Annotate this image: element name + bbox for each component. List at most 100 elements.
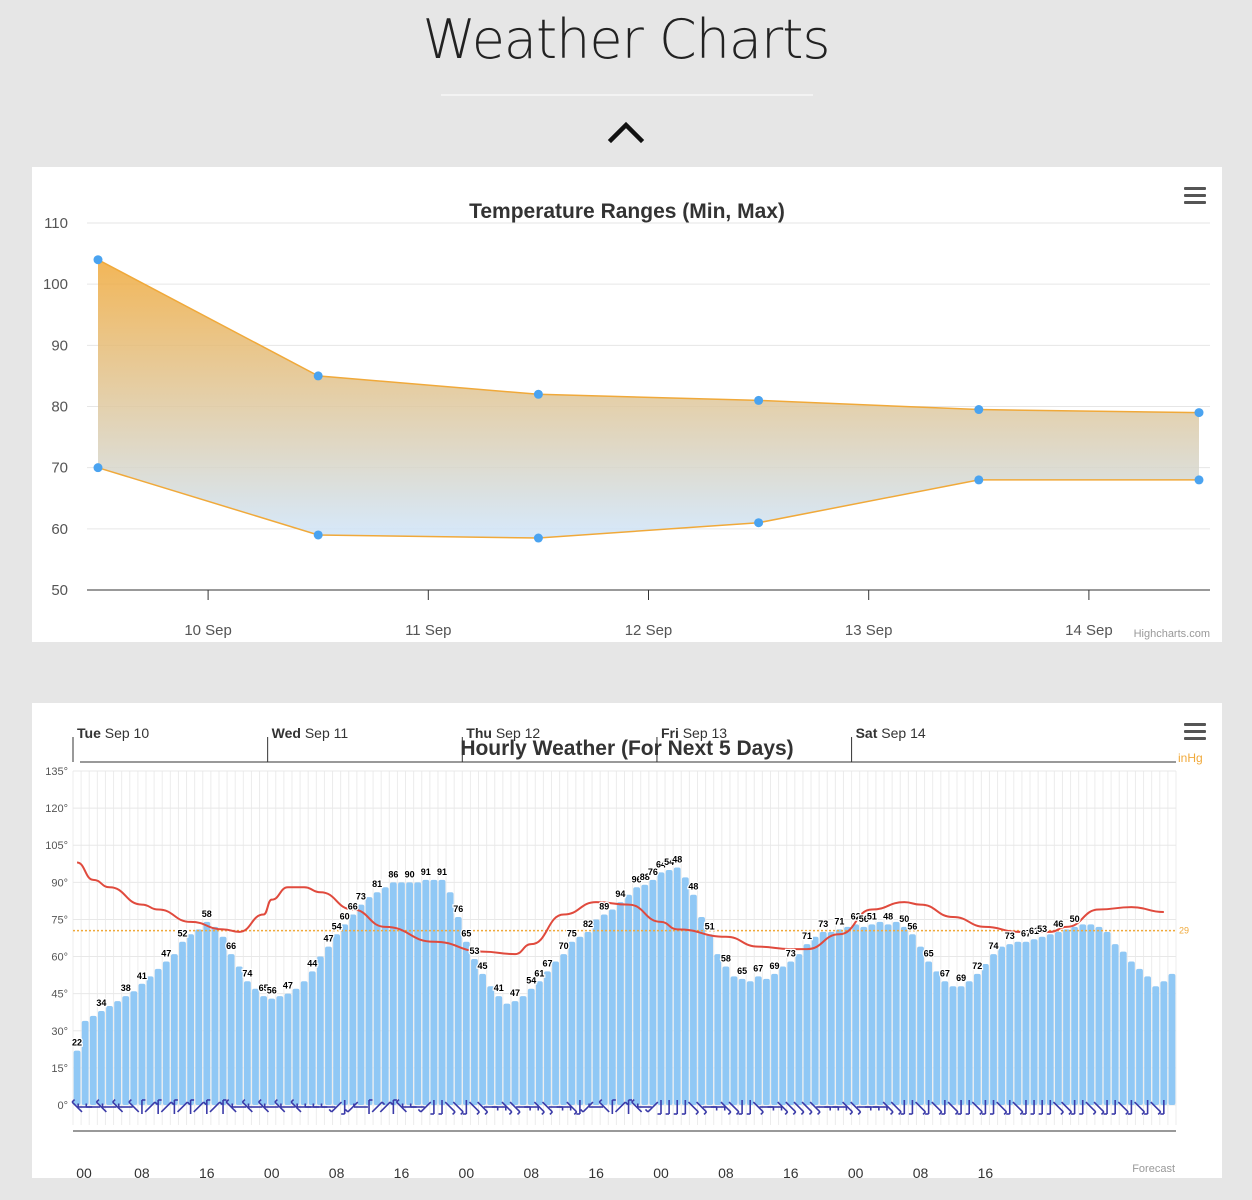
pressure-line bbox=[76, 861, 1164, 956]
x-tick-label: 13 Sep bbox=[845, 622, 893, 639]
temperature-bar bbox=[698, 916, 705, 1105]
temperature-bar bbox=[900, 926, 908, 1105]
chart-menu-icon[interactable] bbox=[1184, 187, 1206, 205]
wind-barb-icon bbox=[931, 1101, 943, 1115]
temperature-bar bbox=[673, 867, 681, 1105]
temperature-bar bbox=[1071, 926, 1079, 1105]
temperature-bar bbox=[836, 929, 843, 1105]
temperature-bar bbox=[511, 1001, 519, 1105]
temperature-bar bbox=[235, 966, 243, 1105]
temperature-bar bbox=[706, 934, 714, 1105]
wind-barb-icon bbox=[657, 1100, 662, 1115]
data-point bbox=[754, 395, 764, 405]
hour-tick-label: 08 bbox=[329, 1165, 345, 1178]
temperature-data-label: 62 bbox=[851, 911, 861, 921]
wind-barb-icon bbox=[832, 1106, 848, 1111]
wind-barb-icon bbox=[501, 1101, 513, 1115]
wind-barb-icon bbox=[996, 1101, 1008, 1115]
wind-barb-icon bbox=[890, 1101, 902, 1115]
temperature-bar bbox=[779, 966, 787, 1105]
temperature-bar bbox=[195, 929, 203, 1105]
temperature-bar bbox=[787, 961, 795, 1105]
wind-barb-icon bbox=[738, 1100, 743, 1115]
y-tick-label: 75° bbox=[51, 914, 68, 926]
temperature-data-label: 48 bbox=[883, 911, 893, 921]
temperature-bar bbox=[227, 954, 235, 1105]
wind-barb-icon bbox=[941, 1100, 946, 1115]
temperature-data-label: 67 bbox=[940, 968, 950, 978]
temperature-bar bbox=[957, 986, 965, 1105]
hour-tick-label: 00 bbox=[76, 1165, 92, 1178]
collapse-chevron-up-icon[interactable] bbox=[606, 116, 646, 146]
temperature-bar bbox=[357, 904, 365, 1105]
temperature-data-label: 74 bbox=[989, 941, 999, 951]
hour-tick-label: 08 bbox=[134, 1165, 150, 1178]
wind-barb-icon bbox=[728, 1101, 740, 1115]
temperature-bar bbox=[617, 902, 624, 1105]
wind-barb-icon bbox=[95, 1099, 107, 1113]
chart-title: Hourly Weather (For Next 5 Days) bbox=[460, 737, 793, 760]
wind-barb-icon bbox=[209, 1101, 223, 1113]
temperature-bar bbox=[243, 981, 251, 1105]
wind-barb-icon bbox=[576, 1100, 581, 1115]
temperature-bar bbox=[1127, 961, 1135, 1105]
temperature-bar bbox=[876, 921, 884, 1105]
temperature-bar bbox=[1046, 934, 1054, 1105]
temperature-bar bbox=[844, 926, 851, 1105]
wind-barb-icon bbox=[328, 1101, 343, 1113]
temperature-bar bbox=[933, 971, 941, 1105]
data-point bbox=[313, 371, 323, 381]
wind-barb-icon bbox=[1022, 1100, 1027, 1115]
wind-barb-icon bbox=[344, 1101, 359, 1113]
y-tick-label: 80 bbox=[51, 399, 68, 416]
temperature-data-label: 54 bbox=[664, 857, 674, 867]
wind-barb-icon bbox=[1071, 1100, 1076, 1115]
y-tick-label: 100 bbox=[43, 276, 68, 293]
temperature-bar bbox=[398, 882, 405, 1105]
wind-barb-icon bbox=[746, 1100, 752, 1115]
wind-barb-icon bbox=[128, 1099, 140, 1113]
temperature-bar bbox=[714, 954, 722, 1105]
wind-barb-icon bbox=[444, 1101, 456, 1115]
chart-credit: Highcharts.com bbox=[1134, 628, 1210, 640]
wind-barb-icon bbox=[368, 1099, 373, 1114]
x-tick-label: 11 Sep bbox=[405, 622, 451, 639]
wind-barb-icon bbox=[231, 1103, 247, 1108]
wind-barb-icon bbox=[1085, 1101, 1097, 1115]
temperature-bar bbox=[170, 954, 178, 1105]
wind-barb-icon bbox=[588, 1103, 604, 1108]
temperature-bar bbox=[722, 966, 730, 1105]
wind-barb-icon bbox=[965, 1100, 970, 1115]
temperature-bar bbox=[495, 996, 503, 1105]
wind-barb-icon bbox=[614, 1101, 629, 1113]
wind-barb-icon bbox=[1103, 1100, 1108, 1115]
wind-barb-icon bbox=[1144, 1100, 1149, 1115]
day-label: Tue Sep 10 bbox=[77, 725, 149, 741]
temperature-bar bbox=[1160, 981, 1168, 1105]
temperature-bar bbox=[641, 884, 649, 1105]
temperature-bar bbox=[965, 981, 973, 1105]
wind-barb-icon bbox=[842, 1101, 854, 1115]
wind-barb-icon bbox=[611, 1099, 616, 1114]
temperature-range-chart: Temperature Ranges (Min, Max) 50 60 70 80 90 1… bbox=[43, 200, 1210, 640]
data-point bbox=[1194, 408, 1204, 418]
temperature-bar bbox=[852, 924, 860, 1105]
temperature-data-label: 38 bbox=[121, 983, 131, 993]
wind-barb-icon bbox=[225, 1099, 237, 1113]
y-tick-label: 60° bbox=[51, 952, 68, 964]
data-point bbox=[93, 463, 103, 473]
temperature-data-label: 51 bbox=[705, 921, 715, 931]
temperature-bar bbox=[633, 887, 641, 1105]
temperature-data-label: 47 bbox=[510, 988, 520, 998]
temperature-data-label: 65 bbox=[461, 929, 471, 939]
pressure-unit-label: inHg bbox=[1178, 751, 1203, 765]
temperature-data-label: 76 bbox=[648, 867, 658, 877]
temperature-data-label: 73 bbox=[356, 892, 366, 902]
day-label: Thu Sep 12 bbox=[466, 725, 540, 741]
temperature-bar bbox=[552, 961, 559, 1105]
temperature-data-label: 54 bbox=[332, 921, 342, 931]
wind-barb-icon bbox=[206, 1099, 211, 1114]
chart-menu-icon[interactable] bbox=[1184, 723, 1206, 741]
wind-barb-icon bbox=[1079, 1100, 1084, 1115]
wind-barb-icon bbox=[392, 1099, 397, 1114]
